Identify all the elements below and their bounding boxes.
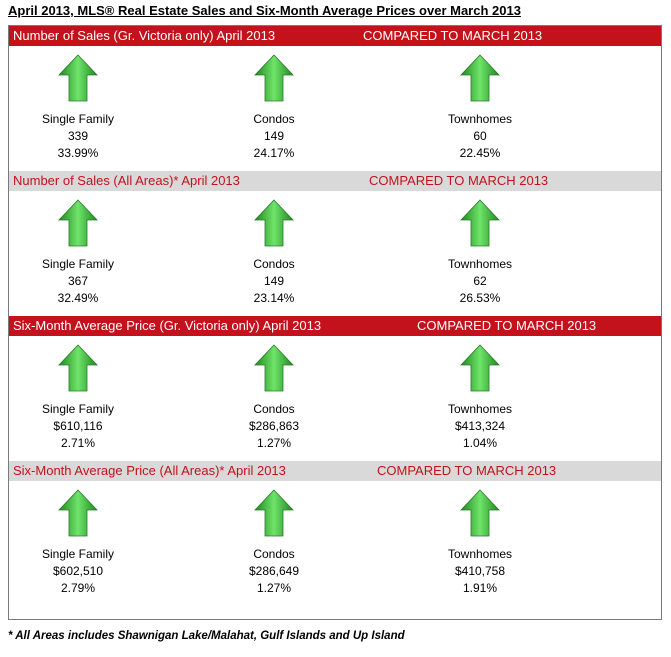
stat-single-family: Single Family 339 33.99% xyxy=(3,50,153,162)
stat-single-family: Single Family $610,116 2.71% xyxy=(3,340,153,452)
stat-condos: Condos 149 24.17% xyxy=(199,50,349,162)
stat-label: Condos xyxy=(253,257,295,271)
stat-value: $602,510 xyxy=(52,564,104,578)
section-title: Six-Month Average Price (Gr. Victoria on… xyxy=(13,318,322,333)
footnote: * All Areas includes Shawnigan Lake/Mala… xyxy=(8,630,405,642)
up-arrow-icon xyxy=(254,344,294,392)
up-arrow-icon xyxy=(254,54,294,102)
stat-single-family: Single Family $602,510 2.79% xyxy=(3,485,153,597)
stat-change: 33.99% xyxy=(57,146,99,160)
stat-value: 62 xyxy=(473,274,487,288)
stat-label: Condos xyxy=(253,547,295,561)
stat-change: 2.71% xyxy=(60,436,96,450)
summary-table: Number of Sales (Gr. Victoria only) Apri… xyxy=(8,25,662,620)
stat-value: $410,758 xyxy=(454,564,506,578)
stat-change: 22.45% xyxy=(459,146,501,160)
stat-change: 26.53% xyxy=(459,291,501,305)
stat-change: 24.17% xyxy=(253,146,295,160)
up-arrow-icon xyxy=(58,54,98,102)
section-title: Six-Month Average Price (All Areas)* Apr… xyxy=(13,463,286,478)
stat-townhomes: Townhomes $413,324 1.04% xyxy=(405,340,555,452)
section-title: Number of Sales (All Areas)* April 2013 xyxy=(13,173,240,188)
stat-single-family: Single Family 367 32.49% xyxy=(3,195,153,307)
comparison-label: COMPARED TO MARCH 2013 xyxy=(363,28,543,43)
stat-label: Single Family xyxy=(41,257,115,271)
stat-change: 32.49% xyxy=(57,291,99,305)
stat-change: 1.27% xyxy=(256,581,292,595)
stat-townhomes: Townhomes 60 22.45% xyxy=(405,50,555,162)
section-header: Number of Sales (All Areas)* April 2013 … xyxy=(9,171,661,191)
stat-value: 339 xyxy=(67,129,89,143)
comparison-label: COMPARED TO MARCH 2013 xyxy=(417,318,597,333)
stat-change: 1.27% xyxy=(256,436,292,450)
stat-label: Condos xyxy=(253,112,295,126)
stat-value: 149 xyxy=(263,274,285,288)
stat-condos: Condos $286,863 1.27% xyxy=(199,340,349,452)
up-arrow-icon xyxy=(460,54,500,102)
up-arrow-icon xyxy=(460,344,500,392)
stat-label: Single Family xyxy=(41,547,115,561)
up-arrow-icon xyxy=(58,199,98,247)
section-sales-victoria: Number of Sales (Gr. Victoria only) Apri… xyxy=(9,26,661,171)
comparison-label: COMPARED TO MARCH 2013 xyxy=(377,463,557,478)
stat-condos: Condos 149 23.14% xyxy=(199,195,349,307)
comparison-label: COMPARED TO MARCH 2013 xyxy=(369,173,549,188)
stat-change: 2.79% xyxy=(60,581,96,595)
section-header: Number of Sales (Gr. Victoria only) Apri… xyxy=(9,26,661,46)
stat-label: Single Family xyxy=(41,402,115,416)
stat-townhomes: Townhomes $410,758 1.91% xyxy=(405,485,555,597)
stat-label: Townhomes xyxy=(447,402,513,416)
stat-change: 1.04% xyxy=(462,436,498,450)
stat-label: Townhomes xyxy=(447,112,513,126)
up-arrow-icon xyxy=(58,489,98,537)
section-header: Six-Month Average Price (All Areas)* Apr… xyxy=(9,461,661,481)
up-arrow-icon xyxy=(460,199,500,247)
stat-value: $610,116 xyxy=(53,419,103,433)
stat-label: Condos xyxy=(253,402,295,416)
section-title: Number of Sales (Gr. Victoria only) Apri… xyxy=(13,28,276,43)
section-sales-all-areas: Number of Sales (All Areas)* April 2013 … xyxy=(9,171,661,316)
up-arrow-icon xyxy=(254,199,294,247)
up-arrow-icon xyxy=(460,489,500,537)
stat-label: Townhomes xyxy=(447,257,513,271)
stat-value: 149 xyxy=(263,129,285,143)
up-arrow-icon xyxy=(58,344,98,392)
stat-label: Single Family xyxy=(41,112,115,126)
stat-condos: Condos $286,649 1.27% xyxy=(199,485,349,597)
section-header: Six-Month Average Price (Gr. Victoria on… xyxy=(9,316,661,336)
stat-value: $413,324 xyxy=(454,419,506,433)
stat-change: 23.14% xyxy=(253,291,295,305)
stat-change: 1.91% xyxy=(462,581,498,595)
stat-value: $286,649 xyxy=(248,564,300,578)
stat-value: 60 xyxy=(473,129,487,143)
up-arrow-icon xyxy=(254,489,294,537)
stat-value: 367 xyxy=(67,274,89,288)
section-price-victoria: Six-Month Average Price (Gr. Victoria on… xyxy=(9,316,661,461)
stat-townhomes: Townhomes 62 26.53% xyxy=(405,195,555,307)
section-price-all-areas: Six-Month Average Price (All Areas)* Apr… xyxy=(9,461,661,620)
stat-label: Townhomes xyxy=(447,547,513,561)
page-title: April 2013, MLS® Real Estate Sales and S… xyxy=(8,3,521,18)
stat-value: $286,863 xyxy=(248,419,300,433)
